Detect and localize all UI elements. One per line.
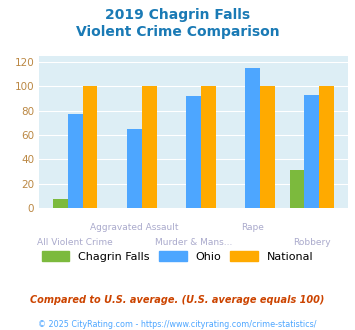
Bar	[290, 170, 304, 208]
Bar	[83, 86, 97, 208]
Text: All Violent Crime: All Violent Crime	[37, 238, 113, 247]
Legend: Chagrin Falls, Ohio, National: Chagrin Falls, Ohio, National	[37, 247, 318, 267]
Text: 2019 Chagrin Falls: 2019 Chagrin Falls	[105, 8, 250, 22]
Text: Rape: Rape	[241, 223, 264, 232]
Bar	[201, 86, 215, 208]
Bar	[260, 86, 275, 208]
Text: Aggravated Assault: Aggravated Assault	[90, 223, 179, 232]
Bar	[319, 86, 334, 208]
Bar	[304, 95, 319, 208]
Bar	[53, 199, 68, 208]
Bar	[68, 115, 83, 208]
Text: Compared to U.S. average. (U.S. average equals 100): Compared to U.S. average. (U.S. average …	[30, 295, 325, 305]
Bar	[186, 96, 201, 208]
Text: Violent Crime Comparison: Violent Crime Comparison	[76, 25, 279, 39]
Text: Robbery: Robbery	[293, 238, 331, 247]
Bar	[127, 129, 142, 208]
Text: © 2025 CityRating.com - https://www.cityrating.com/crime-statistics/: © 2025 CityRating.com - https://www.city…	[38, 320, 317, 329]
Bar	[142, 86, 157, 208]
Bar	[245, 68, 260, 208]
Text: Murder & Mans...: Murder & Mans...	[155, 238, 232, 247]
